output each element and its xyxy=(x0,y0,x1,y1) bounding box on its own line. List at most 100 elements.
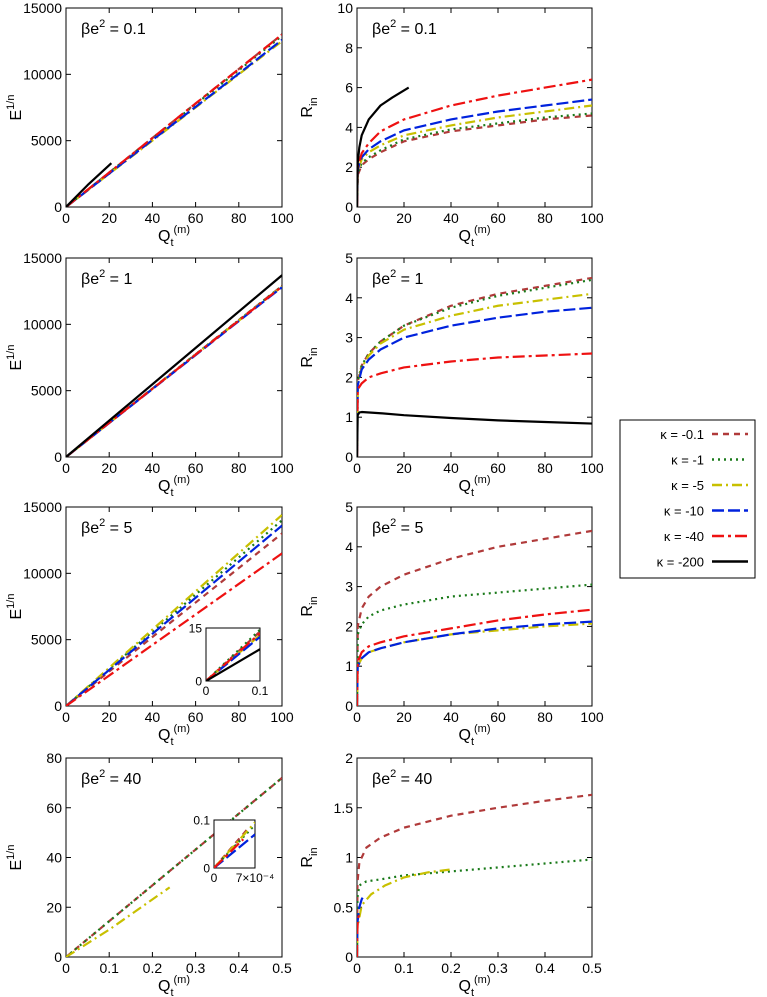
axis-ytick-label: 5 xyxy=(345,499,353,515)
x-axis-label: Qt(m) xyxy=(158,224,190,249)
inset-frame xyxy=(205,627,261,682)
y-axis-label: Rin xyxy=(299,97,320,117)
axis-ytick-label: 4 xyxy=(345,539,353,555)
series-group xyxy=(357,793,592,957)
legend-label: κ = -10 xyxy=(664,504,704,519)
panel-annotation: βe2 = 40 xyxy=(372,768,432,788)
axis-ytick-label: 6 xyxy=(345,80,353,96)
axis-ytick-label: 0 xyxy=(54,199,62,215)
axis-xtick-label: 40 xyxy=(145,210,161,226)
axis-ytick-label: 4 xyxy=(345,119,353,135)
axis-xtick-label: 100 xyxy=(580,460,604,476)
axis-xtick-label: 60 xyxy=(188,210,204,226)
series-line-kappa-5 xyxy=(357,622,592,706)
axis-ytick-label: 0 xyxy=(345,199,353,215)
y-axis-label: E1/n xyxy=(5,345,25,371)
series-line-kappa-10 xyxy=(357,306,592,457)
axis-xtick-label: 60 xyxy=(490,210,506,226)
x-axis-label: Qt(m) xyxy=(158,974,190,997)
series-line-kappa-40 xyxy=(357,608,592,706)
axis-xtick-label: 0.3 xyxy=(488,960,508,976)
axis-ytick-label: 1.5 xyxy=(334,800,354,816)
series-group xyxy=(66,33,282,207)
series-line-kappa-1 xyxy=(66,35,282,207)
axis-ytick-label: 1 xyxy=(345,850,353,866)
x-axis-label: Qt(m) xyxy=(458,474,490,499)
inset-ytick-label: 0 xyxy=(203,861,210,875)
axis-ytick-label: 10000 xyxy=(23,66,62,82)
series-group xyxy=(66,777,282,957)
axis-ytick-label: 80 xyxy=(46,750,62,766)
axis-xtick-label: 0 xyxy=(353,460,361,476)
inset-xtick-label: 0.1 xyxy=(252,684,269,698)
legend: κ = -0.1 κ = -1 κ = -5 κ = -10 κ = -40 κ = -2… xyxy=(619,419,756,579)
axis-ytick-label: 20 xyxy=(46,899,62,915)
axis-ytick-label: 4 xyxy=(345,290,353,306)
series-line-kappa-10 xyxy=(66,524,282,706)
axis-ytick-label: 8 xyxy=(345,40,353,56)
axis-xtick-label: 0 xyxy=(353,709,361,725)
chart-panel-8: 0 0.1 0.2 0.3 0.4 0.5 0 0.5 1 1.5 2 βe2 = 40 Qt(m) Ri… xyxy=(299,750,602,997)
axis-xtick-label: 100 xyxy=(270,210,294,226)
axis-ytick-label: 5000 xyxy=(31,632,62,648)
legend-label: κ = -0.1 xyxy=(660,427,704,442)
series-line-kappa-40 xyxy=(357,914,360,957)
axis-frame xyxy=(356,7,593,208)
axis-ytick-label: 3 xyxy=(345,579,353,595)
inset-plot: 0 0.1 0 15 xyxy=(189,621,269,698)
axis-ytick-label: 15000 xyxy=(23,499,62,515)
axis-xtick-label: 40 xyxy=(443,709,459,725)
series-line-kappa-5 xyxy=(66,886,171,957)
inset-ytick-label: 0.1 xyxy=(193,813,210,827)
series-line-kappa-10 xyxy=(66,38,282,207)
series-line-kappa-5 xyxy=(66,514,282,706)
axis-xtick-label: 100 xyxy=(270,709,294,725)
panel-annotation: βe2 = 5 xyxy=(372,517,423,537)
y-axis-label: E1/n xyxy=(5,845,25,871)
axis-xtick-label: 80 xyxy=(231,709,247,725)
series-line-kappa-10 xyxy=(357,98,592,207)
axis-xtick-label: 0.1 xyxy=(394,960,414,976)
axis-frame xyxy=(356,757,593,958)
inset-ytick-label: 15 xyxy=(189,621,203,635)
axis-ytick-label: 10000 xyxy=(23,565,62,581)
axis-xtick-label: 0.4 xyxy=(535,960,555,976)
series-line-kappa-200 xyxy=(66,274,282,457)
series-line-kappa-1 xyxy=(357,278,592,457)
legend-label: κ = -5 xyxy=(671,478,704,493)
axis-xtick-label: 40 xyxy=(145,709,161,725)
x-axis-label: Qt(m) xyxy=(458,723,490,748)
series-line-kappa-5 xyxy=(357,104,592,207)
panel-annotation: βe2 = 0.1 xyxy=(81,18,146,38)
inset-frame xyxy=(213,819,256,869)
axis-xtick-label: 20 xyxy=(101,709,117,725)
axis-ytick-label: 0 xyxy=(345,449,353,465)
axis-ytick-label: 2 xyxy=(345,618,353,634)
axis-xtick-label: 0.4 xyxy=(229,960,249,976)
axis-xtick-label: 0.5 xyxy=(272,960,292,976)
axis-frame xyxy=(356,506,593,707)
series-group xyxy=(66,274,282,457)
axis-ytick-label: 15000 xyxy=(23,0,62,16)
axis-xtick-label: 100 xyxy=(580,210,604,226)
axis-ytick-label: 0 xyxy=(345,698,353,714)
inset-xtick-label: 7×10⁻⁴ xyxy=(236,871,275,885)
series-line-kappa-1 xyxy=(357,858,592,957)
axis-xtick-label: 60 xyxy=(490,709,506,725)
axis-xtick-label: 0 xyxy=(62,210,70,226)
x-axis-label: Qt(m) xyxy=(158,723,190,748)
axis-xtick-label: 20 xyxy=(101,210,117,226)
legend-box xyxy=(619,419,756,579)
axis-xtick-label: 20 xyxy=(396,709,412,725)
axis-xtick-label: 0.2 xyxy=(143,960,163,976)
axis-xtick-label: 80 xyxy=(537,210,553,226)
axis-ytick-label: 0 xyxy=(54,698,62,714)
series-line-kappa-0.1 xyxy=(357,114,592,207)
axis-ytick-label: 0 xyxy=(54,449,62,465)
axis-ytick-label: 10000 xyxy=(23,316,62,332)
axis-xtick-label: 0.2 xyxy=(441,960,461,976)
inset-plot: 0 7×10⁻⁴ 0 0.1 xyxy=(193,813,274,885)
series-line-kappa-0.1 xyxy=(66,777,282,957)
series-line-kappa-40 xyxy=(66,33,282,207)
